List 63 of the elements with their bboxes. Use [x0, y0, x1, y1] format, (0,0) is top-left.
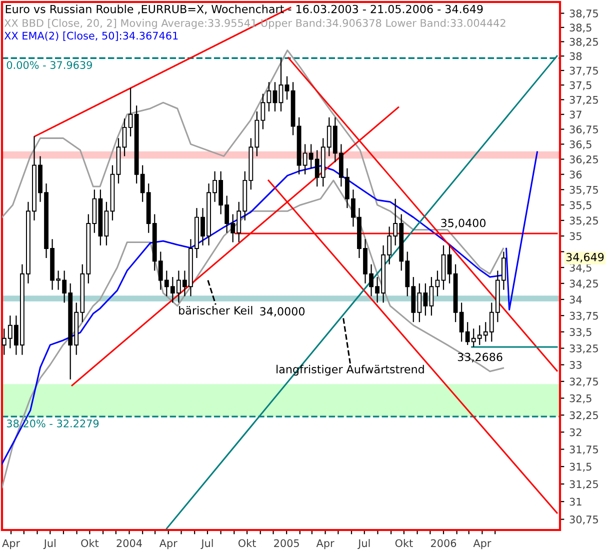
candlestick	[272, 82, 278, 112]
y-tick-label: 33,5	[570, 328, 592, 338]
annotation: 34,0000	[260, 307, 305, 317]
annotation: 0.00% - 37.9639	[6, 61, 92, 69]
x-tick-label: Jul	[358, 539, 370, 550]
candlestick	[447, 244, 452, 284]
y-tick-label: 35,5	[570, 201, 592, 210]
candlestick	[278, 58, 284, 112]
y-tick-label: 31	[570, 498, 582, 506]
x-tick-label: 2006	[431, 539, 456, 548]
candlestick	[128, 87, 133, 137]
x-tick-label: Apr	[316, 539, 334, 550]
y-tick-label: 33,75	[570, 312, 598, 321]
y-tick-label: 31,5	[570, 462, 592, 472]
x-tick-label: Apr	[159, 539, 178, 550]
candlestick	[429, 276, 434, 316]
candlestick	[284, 76, 290, 100]
y-tick-label: 35	[570, 232, 582, 240]
y-tick-label: 32	[570, 428, 582, 436]
y-tick-label: 37,75	[570, 66, 598, 76]
x-tick-label: Apr	[2, 539, 20, 550]
y-tick-label: 38,5	[570, 24, 592, 33]
y-tick-label: 31,25	[570, 480, 598, 490]
x-tick-label: Jul	[200, 539, 213, 550]
y-tick-label: 32,5	[570, 394, 592, 404]
y-tick-label: 37	[570, 110, 582, 118]
y-tick-label: 30,75	[570, 516, 598, 524]
x-tick-label: Okt	[81, 539, 99, 548]
y-tick-label: 33	[570, 360, 582, 369]
x-tick-label: 2004	[116, 539, 142, 548]
y-tick-label: 35,25	[570, 216, 598, 226]
x-tick-label: Okt	[395, 539, 413, 548]
y-tick-label: 32,75	[570, 378, 598, 387]
y-tick-label: 33,25	[570, 344, 598, 354]
y-tick-label: 36,25	[570, 155, 598, 164]
y-tick-label: 35,75	[570, 186, 598, 195]
y-tick-label: 38,25	[570, 38, 598, 47]
chart-title: Euro vs Russian Rouble ,EURRUB=X, Wochenchart - 16.03.2003 - 21.05.2006 - 34.649	[6, 4, 483, 14]
text: 34,649	[566, 252, 604, 262]
y-tick-label: 36,5	[570, 140, 592, 150]
y-tick-label: 38	[570, 52, 582, 60]
text: XX BBD [Close, 20, 2] Moving Average:33.95541 Upper Band:34.906378 Lower Band:33.004442	[4, 18, 506, 29]
y-tick-label: 36,75	[570, 125, 598, 134]
annotation: 35,0400	[441, 218, 486, 228]
y-tick-label: 37,5	[570, 81, 592, 90]
x-tick-label: 2005	[274, 539, 299, 548]
candlestick	[266, 82, 272, 112]
x-tick-label: Okt	[238, 539, 256, 548]
annotation: 33,2686	[458, 352, 502, 362]
y-tick-label: 34	[570, 296, 582, 304]
annotation: bärischer Keil	[179, 306, 252, 315]
line-series	[2, 50, 504, 275]
y-tick-label: 34,25	[570, 280, 598, 289]
x-tick-label: Apr	[473, 539, 492, 550]
y-tick-label: 32,25	[570, 411, 598, 420]
text: XX EMA(2) [Close, 50]:34.367461	[4, 32, 178, 41]
candlestick	[435, 270, 440, 297]
y-tick-label: 31,75	[570, 445, 598, 454]
x-tick-label: Jul	[43, 539, 56, 550]
y-tick-label: 36	[570, 170, 582, 178]
y-tick-label: 37,25	[570, 96, 598, 105]
y-tick-label: 38,75	[570, 9, 598, 18]
candlestick	[122, 118, 127, 157]
